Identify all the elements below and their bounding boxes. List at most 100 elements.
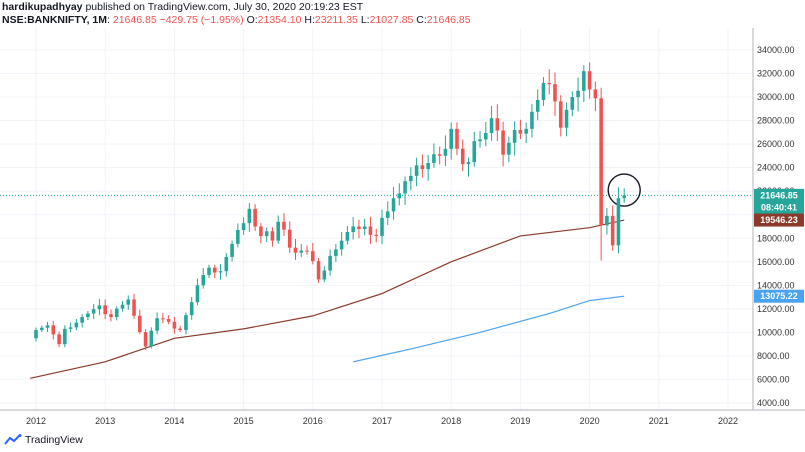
y-tick-label: 10000.00 (757, 327, 795, 337)
candle-body (287, 229, 292, 248)
candle-body (57, 334, 61, 345)
candle-body (143, 332, 148, 347)
price-badges: 21646.85 08:40:41 19546.23 13075.22 (754, 188, 804, 303)
symbol-ohlc-line: NSE:BANKNIFTY, 1M: 21646.85 −429.75 (−1.… (2, 14, 471, 26)
y-tick-label: 4000.00 (757, 398, 790, 408)
candle-body (460, 148, 465, 165)
candle-body (484, 133, 488, 140)
candle-body (507, 142, 511, 155)
candle-body (368, 226, 373, 235)
price-badge-label: 21646.85 (760, 190, 798, 200)
candle-body (299, 250, 304, 253)
candle-body (524, 128, 528, 134)
candle-body (282, 221, 286, 230)
candle-body (247, 208, 252, 224)
y-tick-label: 12000.00 (757, 304, 795, 314)
candle-body (138, 315, 142, 333)
publish-info: hardikupadhyay published on TradingView.… (2, 1, 363, 13)
candle-body (466, 162, 471, 165)
tradingview-footer[interactable]: TradingView (4, 434, 83, 446)
symbol-label: NSE:BANKNIFTY, 1M (2, 14, 108, 26)
candles (34, 62, 626, 350)
x-tick-label: 2015 (234, 416, 254, 426)
candle-body (184, 315, 188, 331)
candle-body (178, 328, 182, 331)
candle-body (582, 71, 586, 91)
candle-body (518, 130, 523, 134)
close-value: 21646.85 (426, 14, 471, 26)
candle-body (593, 89, 598, 99)
candle-body (97, 305, 102, 310)
candle-body (443, 148, 448, 156)
candle-body (293, 247, 298, 253)
candle-body (74, 322, 79, 328)
x-tick-label: 2016 (303, 416, 323, 426)
candle-body (189, 302, 194, 316)
high-value: 23211.35 (314, 14, 358, 26)
candle-body (489, 118, 494, 134)
candle-body (414, 165, 419, 176)
ma-slow-line (353, 295, 625, 363)
candle-body (195, 285, 200, 303)
candle-body (558, 101, 563, 128)
tradingview-brand: TradingView (25, 434, 83, 446)
low-label: L: (360, 14, 370, 26)
publisher-name: hardikupadhyay (2, 1, 83, 13)
candle-body (345, 231, 350, 241)
x-tick-label: 2020 (580, 416, 600, 426)
x-tick-label: 2013 (95, 416, 115, 426)
price-badge (754, 201, 804, 215)
y-tick-label: 30000.00 (757, 92, 795, 102)
candle-body (576, 90, 580, 98)
x-tick-label: 2021 (649, 416, 669, 426)
candle-body (63, 328, 67, 345)
candle-body (68, 327, 73, 329)
candle-body (305, 250, 309, 252)
y-tick-label: 34000.00 (757, 45, 795, 55)
y-tick-label: 8000.00 (757, 351, 790, 361)
x-tick-label: 2012 (26, 416, 46, 426)
candle-body (420, 165, 425, 170)
candle-body (155, 318, 159, 331)
candle-body (385, 211, 390, 218)
candle-body (126, 299, 131, 305)
candle-body (224, 256, 229, 272)
candle-body (39, 327, 44, 331)
price-badge (754, 188, 804, 202)
candle-body (120, 304, 125, 309)
candle-body (374, 234, 379, 236)
candle-body (351, 226, 355, 232)
price-badge (754, 213, 804, 227)
candle-body (109, 314, 113, 318)
price-badge-label: 19546.23 (760, 215, 798, 225)
publish-text: published on TradingView.com, July 30, 2… (85, 1, 364, 13)
candle-body (391, 198, 396, 212)
x-tick-label: 2019 (510, 416, 530, 426)
last-price: 21646.85 (112, 14, 157, 26)
axes: 4000.00 6000.00 8000.00 10000.00 12000.00 140… (0, 28, 805, 426)
candle-body (587, 71, 592, 90)
y-tick-label: 16000.00 (757, 257, 795, 267)
open-label: O: (246, 14, 258, 26)
candle-body (541, 82, 546, 100)
candle-body (311, 251, 315, 262)
candle-body (328, 255, 332, 271)
price-badge-label: 08:40:41 (761, 203, 797, 213)
candle-body (339, 240, 344, 250)
candle-body (45, 325, 50, 328)
price-change: −429.75 (−1.95%) (159, 14, 244, 26)
candle-body (236, 230, 240, 244)
y-tick-label: 14000.00 (757, 280, 795, 290)
candle-body (495, 118, 500, 131)
low-value: 21027.85 (369, 14, 414, 26)
candle-body (264, 231, 269, 237)
annotation-circle (607, 173, 641, 207)
candle-body (34, 330, 38, 339)
candle-body (437, 154, 442, 156)
candle-body (616, 198, 621, 246)
candle-body (564, 109, 569, 128)
candle-body (380, 217, 384, 236)
candle-body (512, 130, 517, 143)
x-tick-label: 2022 (718, 416, 738, 426)
